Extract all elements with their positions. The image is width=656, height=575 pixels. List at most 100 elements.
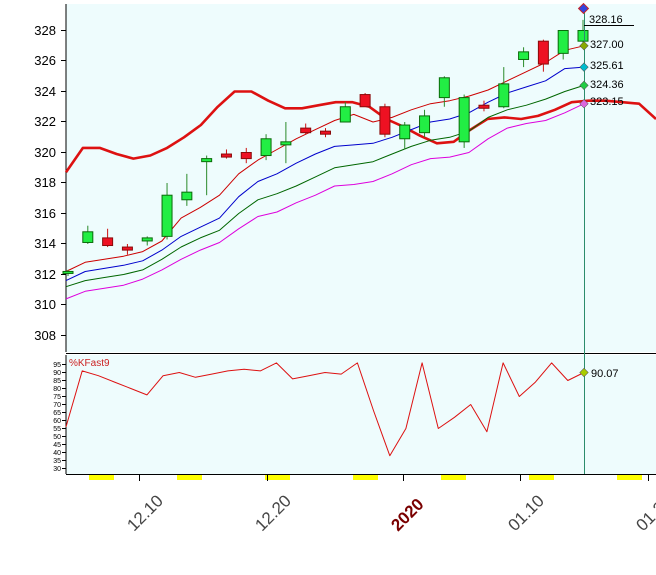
value-label-low-band: 324.36: [590, 79, 624, 91]
candle-body: [557, 30, 569, 54]
oscillator-tick-label: 70: [53, 402, 61, 409]
candle-body: [498, 83, 510, 108]
price-tick-label: 314: [34, 236, 56, 251]
price-tick-label: 310: [34, 297, 56, 312]
candle-body: [161, 194, 173, 237]
candle-up: [518, 47, 530, 68]
candle-down: [537, 39, 549, 72]
candle-body: [577, 30, 589, 42]
band-value-marker: [579, 99, 589, 109]
oscillator-tick-label: 95: [53, 362, 61, 369]
candle-body: [320, 130, 331, 135]
oscillator-title: %KFast9: [69, 358, 110, 369]
candle-up: [498, 67, 510, 109]
candle-up: [280, 122, 292, 164]
candle-body: [62, 270, 74, 274]
candle-down: [478, 100, 490, 112]
price-tick-label: 322: [34, 114, 56, 129]
price-tick-label: 328: [34, 23, 56, 38]
oscillator-tick-label: 30: [53, 466, 61, 473]
series-line-lowest-band: [65, 103, 585, 300]
x-tick-marks: [139, 475, 649, 481]
week-markers: [89, 475, 642, 480]
oscillator-tick-label: 60: [53, 418, 61, 425]
week-marker: [265, 475, 290, 480]
kfast-oscillator: [65, 362, 585, 457]
week-marker: [617, 475, 642, 480]
week-marker: [177, 475, 202, 480]
x-tick-label: 12.10: [123, 491, 167, 535]
candle-up: [399, 122, 411, 150]
price-y-ticks: 328 326 324 322 320 318 316 314 312 310 …: [34, 23, 66, 343]
candle-up: [438, 76, 450, 107]
candle-down: [359, 93, 371, 108]
series-line-kfast9: [65, 362, 585, 457]
value-markers: [579, 41, 589, 378]
candle-down: [220, 149, 232, 159]
candle-up: [339, 102, 351, 123]
price-tick-label: 318: [34, 175, 56, 190]
value-labels: 328.16 327.00 325.61 324.36 323.15 90.07: [589, 14, 624, 380]
candle-body: [419, 115, 431, 134]
candle-body: [260, 138, 272, 157]
x-tick-label: 01.10: [504, 491, 548, 535]
candle-body: [141, 237, 153, 242]
candle-body: [518, 51, 530, 60]
oscillator-value-marker: [579, 367, 589, 378]
week-marker: [529, 475, 554, 480]
oscillator-tick-label: 45: [53, 442, 61, 449]
candle-body: [478, 104, 490, 109]
candle-body: [280, 141, 292, 146]
oscillator-tick-label: 50: [53, 434, 61, 441]
value-label-upper-band: 327.00: [590, 39, 624, 51]
candle-down: [121, 244, 133, 255]
candle-down: [300, 123, 312, 135]
candle-up: [181, 173, 193, 206]
candle-body: [379, 106, 391, 135]
value-label-mid-band: 325.61: [590, 60, 624, 72]
candle-up: [458, 94, 470, 148]
oscillator-tick-label: 40: [53, 450, 61, 457]
price-tick-label: 316: [34, 206, 56, 221]
price-tick-label: 308: [34, 328, 56, 343]
week-marker: [441, 475, 466, 480]
value-label-close: 328.16: [589, 14, 623, 26]
week-marker: [353, 475, 378, 480]
value-label-lowest-band: 323.15: [590, 96, 624, 108]
oscillator-tick-label: 85: [53, 378, 61, 385]
oscillator-tick-label: 90: [53, 370, 61, 377]
oscillator-tick-label: 75: [53, 394, 61, 401]
candle-up: [62, 269, 74, 277]
oscillator-y-ticks: 95 90 85 80 75 70 65 60 55 50 45 40 35 3…: [53, 362, 66, 473]
candle-up: [419, 109, 431, 138]
candle-body: [359, 94, 371, 108]
week-marker: [89, 475, 114, 480]
oscillator-tick-label: 80: [53, 386, 61, 393]
candle-body: [399, 124, 411, 140]
candle-up: [82, 225, 94, 244]
value-label-oscillator: 90.07: [591, 368, 619, 380]
oscillator-tick-label: 55: [53, 426, 61, 433]
candlesticks: [62, 19, 589, 277]
series-line-upper-band: [65, 45, 585, 272]
price-tick-label: 324: [34, 84, 56, 99]
candle-down: [102, 228, 114, 248]
candle-down: [379, 103, 391, 138]
oscillator-tick-label: 35: [53, 458, 61, 465]
candle-body: [438, 77, 450, 99]
band-value-marker: [579, 41, 589, 51]
band-value-marker: [579, 80, 589, 90]
candle-down: [240, 147, 252, 164]
candle-up: [141, 236, 153, 246]
candle-body: [82, 231, 94, 243]
candle-body: [181, 191, 193, 201]
candle-body: [102, 237, 114, 247]
candle-up: [557, 30, 569, 60]
candle-body: [537, 40, 549, 65]
candle-body: [300, 127, 312, 134]
candle-up: [201, 155, 213, 196]
candle-body: [201, 158, 213, 163]
band-value-marker: [579, 62, 589, 72]
x-tick-label: 12.20: [251, 491, 295, 535]
